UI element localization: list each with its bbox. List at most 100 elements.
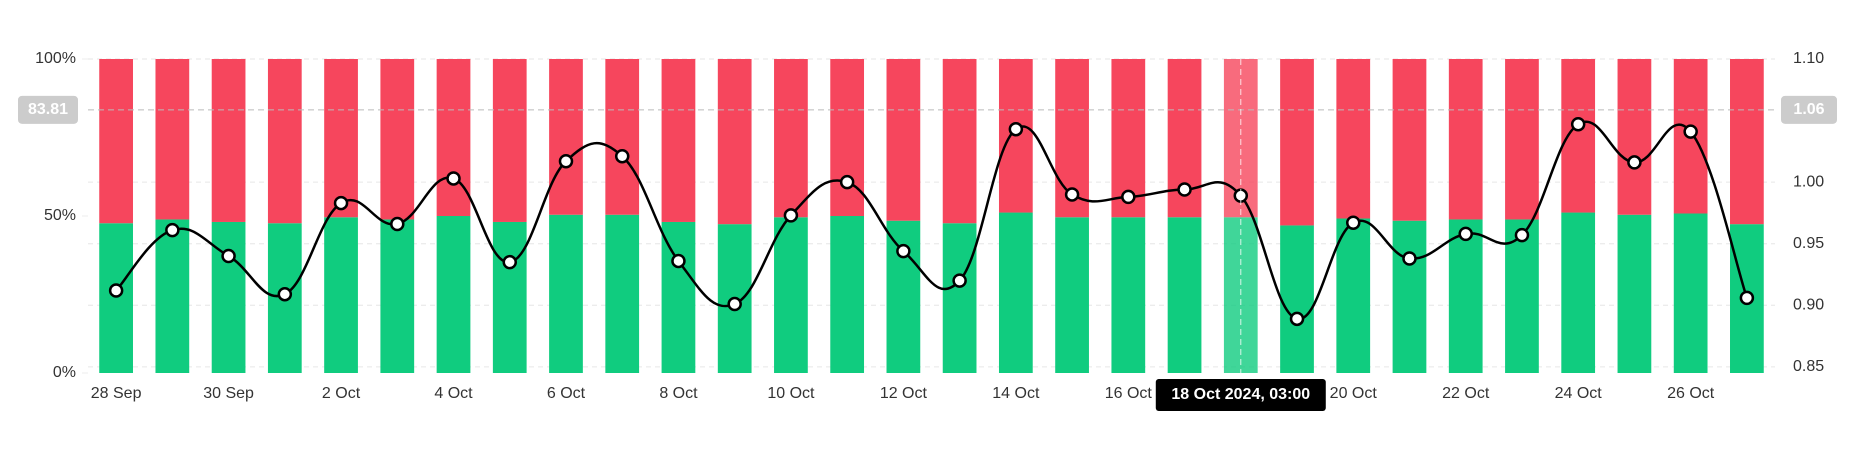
point <box>1289 311 1305 327</box>
point <box>614 149 630 164</box>
point <box>1514 227 1530 243</box>
bar-segment <box>1505 219 1539 373</box>
bar-segment <box>155 59 190 220</box>
crosshair-label-bg <box>1781 95 1837 124</box>
x-tick-label: 2 Oct <box>322 385 361 402</box>
bar-segment <box>1561 59 1596 213</box>
bar-segment <box>1617 59 1652 215</box>
bar-segment <box>324 217 358 373</box>
y-tick-label: 0% <box>53 364 76 381</box>
y2-tick-label: 0.90 <box>1793 296 1824 313</box>
bar-segment <box>717 59 752 225</box>
y2-tick-label: 1.00 <box>1793 173 1824 190</box>
bar-segment <box>211 59 246 222</box>
bar-segment <box>886 220 921 373</box>
bar-segment <box>1617 214 1652 373</box>
bar-segment <box>492 221 527 373</box>
point <box>1064 187 1080 202</box>
y2-tick-label: 1.10 <box>1793 50 1824 67</box>
bar-segment <box>942 223 977 373</box>
point <box>839 174 855 190</box>
x-tick-label: 14 Oct <box>992 385 1040 402</box>
bar-segment <box>1336 59 1371 219</box>
y2-tick-label: 0.85 <box>1793 358 1824 375</box>
x-tick-label: 16 Oct <box>1105 385 1153 402</box>
bar-segment <box>886 59 921 221</box>
point <box>1739 290 1755 306</box>
bar-segment <box>998 212 1033 373</box>
x-tick-label: 24 Oct <box>1555 385 1603 402</box>
x-tick-label: 20 Oct <box>1330 385 1378 402</box>
bar-segment <box>1392 59 1427 221</box>
tooltip: 18 Oct 2024, 03:00 <box>1171 386 1310 403</box>
bar-segment <box>942 59 977 224</box>
x-tick-label: 10 Oct <box>767 385 815 402</box>
bar-segment <box>774 59 808 218</box>
bar-segment <box>661 221 696 373</box>
point <box>1402 251 1417 266</box>
point <box>1177 182 1192 197</box>
bar-segment <box>1448 59 1483 220</box>
point <box>333 195 349 211</box>
y-tick-label: 100% <box>35 50 76 67</box>
point <box>1627 155 1642 170</box>
x-tick-label: 22 Oct <box>1442 385 1490 402</box>
bar-segment <box>380 59 415 220</box>
bar-segment <box>1336 218 1371 373</box>
point <box>783 208 799 223</box>
point <box>1346 215 1361 231</box>
point <box>1570 117 1586 132</box>
bar-segment <box>1055 217 1089 373</box>
point <box>277 286 293 302</box>
bar-segment <box>380 219 415 373</box>
y2-tick-label: 0.95 <box>1793 235 1824 252</box>
point <box>671 253 686 269</box>
bar-segment <box>99 59 133 224</box>
bar-segment <box>830 59 865 216</box>
bar-segment <box>436 216 471 373</box>
bar-segment <box>155 219 190 373</box>
bar-segment <box>1392 220 1427 373</box>
bar-segment <box>1673 213 1708 373</box>
crosshair-y2-label: 1.06 <box>1793 101 1824 118</box>
bar-segment <box>1505 59 1539 220</box>
bar-segment <box>830 216 865 373</box>
bar-segment <box>1280 225 1314 373</box>
bar-segment <box>549 214 583 373</box>
tooltip-bg <box>1155 379 1326 411</box>
point <box>502 254 517 270</box>
point <box>727 296 742 312</box>
bar-segment <box>1111 217 1146 373</box>
point <box>558 153 574 169</box>
bar-segment <box>436 59 471 216</box>
point <box>165 222 180 238</box>
x-tick-label: 6 Oct <box>547 385 586 402</box>
point <box>1458 226 1473 242</box>
x-tick-label: 28 Sep <box>91 385 142 402</box>
bar-segment <box>1448 219 1483 373</box>
bar-segment <box>1561 212 1596 373</box>
point <box>952 273 967 288</box>
bar-segment <box>605 59 640 215</box>
point <box>1683 124 1698 139</box>
bar-segment <box>324 59 358 218</box>
bar-segment <box>267 59 302 224</box>
point <box>446 171 461 186</box>
crosshair-label-bg <box>18 95 78 124</box>
bar-segment <box>1280 59 1314 226</box>
point <box>390 216 405 232</box>
line <box>115 120 1749 321</box>
bar-segment <box>549 59 583 215</box>
x-tick-label: 8 Oct <box>659 385 698 402</box>
x-tick-label: 30 Sep <box>203 385 254 402</box>
bar-segment <box>1167 217 1202 373</box>
bar-segment <box>774 217 808 373</box>
point <box>108 283 124 298</box>
bar-segment <box>99 223 133 373</box>
point <box>221 248 236 264</box>
x-tick-label: 12 Oct <box>880 385 928 402</box>
bar-segment <box>492 59 527 222</box>
x-tick-label: 4 Oct <box>434 385 473 402</box>
crosshair-y-label: 83.81 <box>28 101 68 118</box>
